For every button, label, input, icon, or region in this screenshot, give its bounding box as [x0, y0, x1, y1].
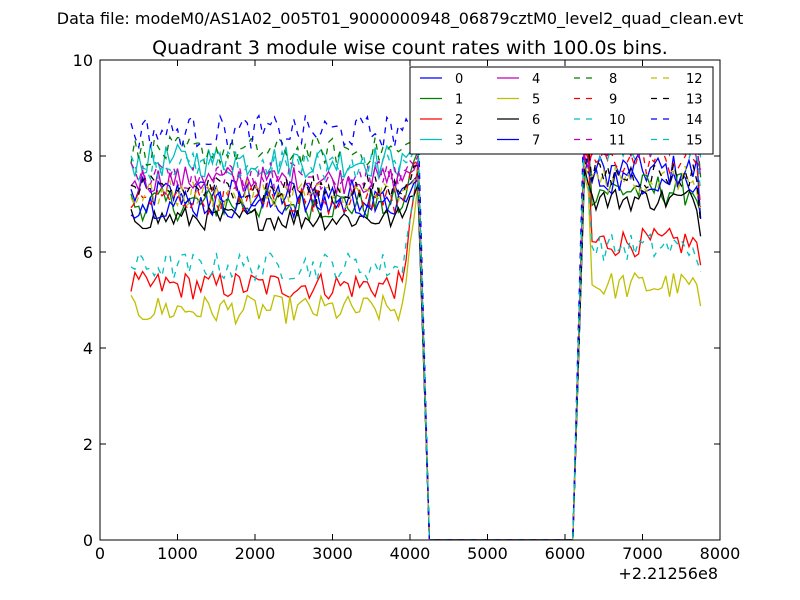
legend-label-13: 13	[686, 93, 703, 108]
series-line-0	[130, 152, 702, 540]
series-group	[130, 94, 702, 540]
x-tick-label: 5000	[467, 544, 508, 563]
legend-label-3: 3	[455, 134, 463, 149]
legend-label-12: 12	[686, 72, 703, 87]
legend-label-11: 11	[609, 134, 626, 149]
legend-label-14: 14	[686, 113, 703, 128]
y-tick-label: 10	[73, 51, 93, 70]
legend-label-6: 6	[532, 113, 540, 128]
legend-label-7: 7	[532, 134, 540, 149]
x-tick-label: 4000	[390, 544, 431, 563]
x-tick-label: 6000	[545, 544, 586, 563]
y-tick-label: 0	[83, 531, 93, 550]
series-line-10	[130, 174, 702, 540]
data-file-label: Data file: modeM0/AS1A02_005T01_90000009…	[57, 9, 743, 29]
legend-label-15: 15	[686, 134, 703, 149]
series-line-6	[130, 167, 702, 540]
legend-label-5: 5	[532, 93, 540, 108]
y-tick-label: 8	[83, 147, 93, 166]
legend-label-9: 9	[609, 93, 617, 108]
x-tick-label: 7000	[622, 544, 663, 563]
chart-title: Quadrant 3 module wise count rates with …	[152, 37, 668, 59]
series-line-13	[130, 147, 702, 540]
x-tick-label: 8000	[700, 544, 741, 563]
legend-label-4: 4	[532, 72, 540, 87]
y-tick-label: 6	[83, 243, 93, 262]
series-line-9	[130, 143, 702, 540]
x-offset-label: +2.21256e8	[618, 564, 718, 583]
y-tick-label: 2	[83, 435, 93, 454]
x-tick-label: 1000	[157, 544, 198, 563]
x-tick-label: 2000	[235, 544, 276, 563]
legend-label-8: 8	[609, 72, 617, 87]
series-line-2	[130, 153, 702, 540]
x-tick-label: 3000	[312, 544, 353, 563]
legend-label-10: 10	[609, 113, 626, 128]
series-line-5	[130, 175, 702, 540]
legend-label-2: 2	[455, 113, 463, 128]
series-line-7	[130, 166, 702, 540]
y-tick-label: 4	[83, 339, 93, 358]
x-tick-label: 0	[95, 544, 105, 563]
legend-label-0: 0	[455, 72, 463, 87]
legend-box	[409, 66, 714, 155]
legend-label-1: 1	[455, 93, 463, 108]
